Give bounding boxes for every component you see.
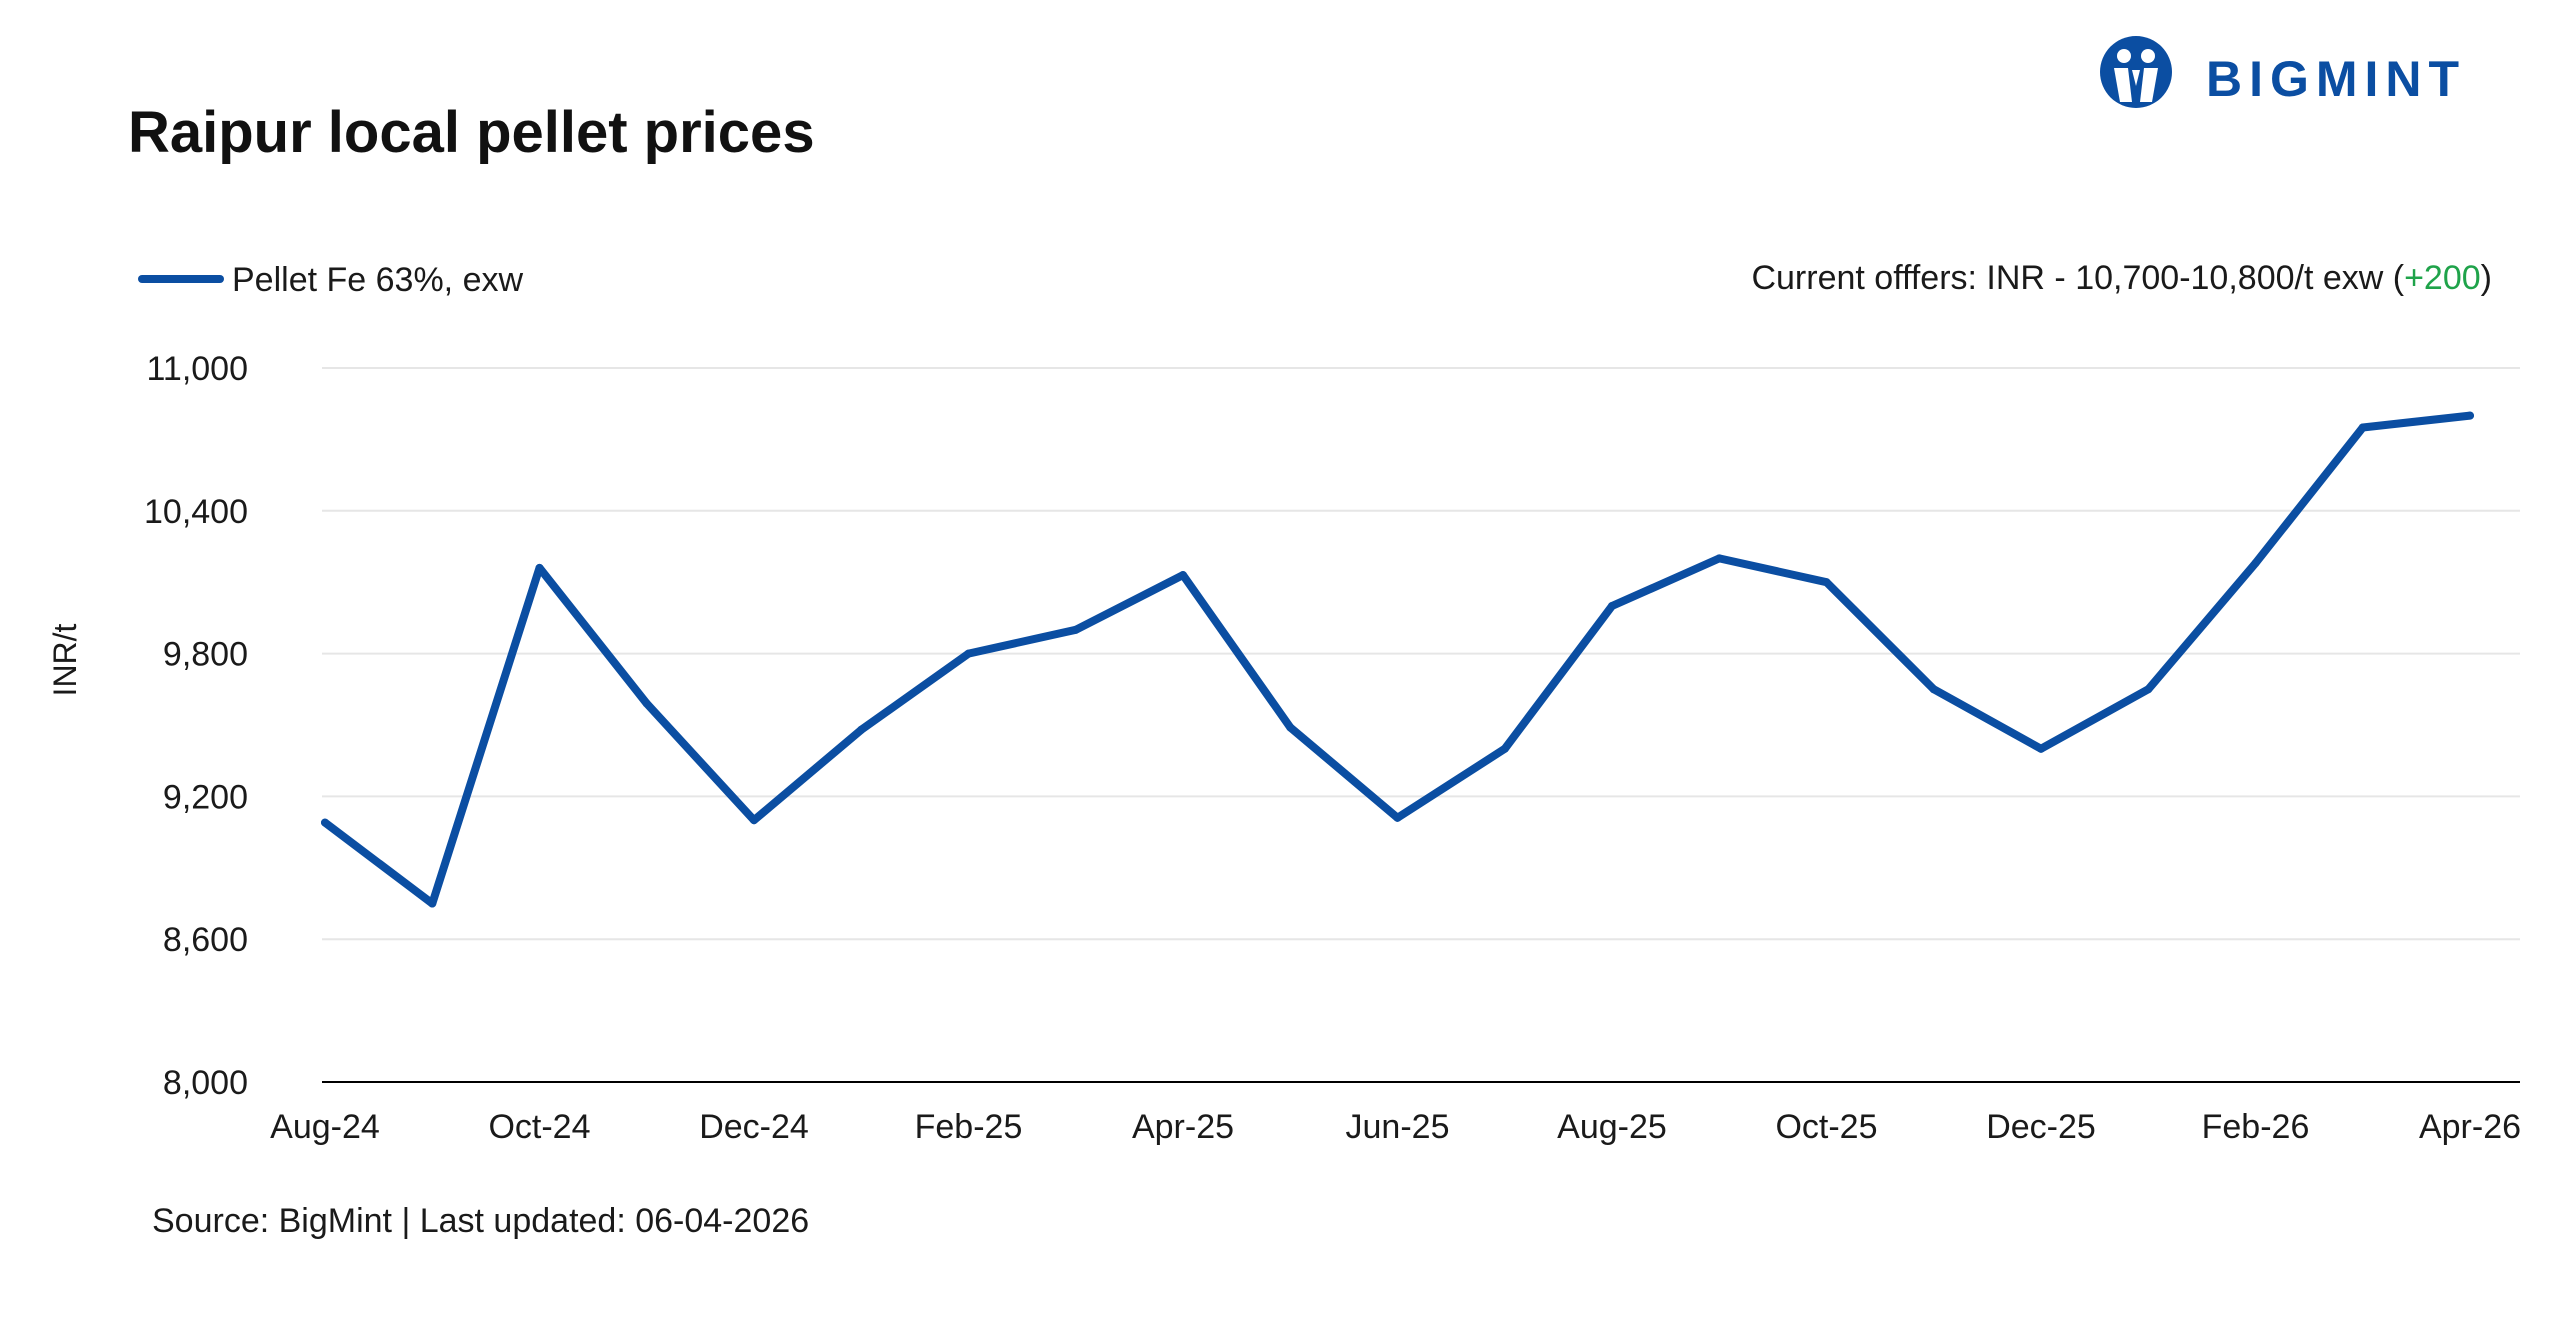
y-tick-label: 11,000 bbox=[147, 350, 248, 388]
series-line bbox=[321, 411, 2474, 908]
data-point bbox=[1071, 625, 1080, 634]
grid-lines bbox=[322, 367, 2520, 941]
data-point bbox=[2037, 744, 2045, 753]
x-tick-label: Apr-26 bbox=[2419, 1108, 2521, 1146]
y-axis-label: INR/t bbox=[47, 623, 83, 696]
data-point bbox=[2358, 423, 2367, 432]
data-point bbox=[535, 563, 544, 572]
x-tick-label: Jun-25 bbox=[1346, 1108, 1450, 1146]
source-note: Source: BigMint | Last updated: 06-04-20… bbox=[152, 1202, 809, 1240]
chart-title: Raipur local pellet prices bbox=[128, 100, 815, 165]
current-offers-note: Current offfers: INR - 10,700-10,800/t e… bbox=[1751, 259, 2492, 297]
data-point bbox=[642, 699, 651, 708]
y-axis-ticks: 8,000 8,600 9,200 9,800 10,400 11,000 bbox=[144, 350, 248, 1102]
data-point bbox=[1286, 723, 1295, 732]
legend-label: Pellet Fe 63%, exw bbox=[232, 261, 523, 299]
data-point bbox=[2144, 685, 2153, 694]
data-point bbox=[1929, 685, 1938, 694]
x-tick-label: Feb-26 bbox=[2202, 1108, 2310, 1146]
y-tick-label: 8,000 bbox=[163, 1064, 248, 1102]
data-point bbox=[2251, 559, 2260, 568]
x-tick-label: Dec-24 bbox=[699, 1108, 809, 1146]
current-offers-change: +200 bbox=[2404, 259, 2481, 297]
current-offers-prefix: Current offfers: INR - 10,700-10,800/t e… bbox=[1751, 259, 2404, 297]
data-point bbox=[428, 899, 437, 908]
x-tick-label: Aug-25 bbox=[1557, 1108, 1667, 1146]
bigmint-people-logo-icon bbox=[2100, 36, 2172, 108]
y-tick-label: 8,600 bbox=[163, 921, 248, 959]
x-tick-label: Apr-25 bbox=[1132, 1108, 1234, 1146]
current-offers-suffix: ) bbox=[2481, 259, 2492, 297]
x-tick-label: Oct-24 bbox=[488, 1108, 590, 1146]
series-layer bbox=[321, 411, 2474, 908]
x-tick-label: Dec-25 bbox=[1986, 1108, 2096, 1146]
data-point bbox=[964, 649, 973, 658]
data-point bbox=[321, 818, 329, 827]
logo-text: BIGMINT bbox=[2206, 51, 2466, 107]
x-tick-label: Oct-25 bbox=[1775, 1108, 1877, 1146]
data-point bbox=[1822, 578, 1831, 587]
data-point bbox=[1715, 554, 1724, 563]
y-tick-label: 9,200 bbox=[163, 778, 248, 816]
data-point bbox=[1608, 602, 1616, 610]
data-point bbox=[750, 816, 758, 825]
bigmint-logo: BIGMINT bbox=[2100, 36, 2466, 108]
legend: Pellet Fe 63%, exw bbox=[138, 261, 523, 299]
x-tick-label: Feb-25 bbox=[915, 1108, 1023, 1146]
y-tick-label: 9,800 bbox=[163, 636, 248, 674]
data-point bbox=[1393, 813, 1402, 822]
data-point bbox=[2466, 411, 2474, 420]
x-axis-ticks: Aug-24 Oct-24 Dec-24 Feb-25 Apr-25 Jun-25 Aug-… bbox=[270, 1108, 2521, 1146]
x-tick-label: Aug-24 bbox=[270, 1108, 380, 1146]
data-point bbox=[1500, 744, 1509, 753]
data-point bbox=[1179, 571, 1187, 580]
data-point bbox=[857, 725, 866, 734]
y-tick-label: 10,400 bbox=[144, 493, 248, 531]
